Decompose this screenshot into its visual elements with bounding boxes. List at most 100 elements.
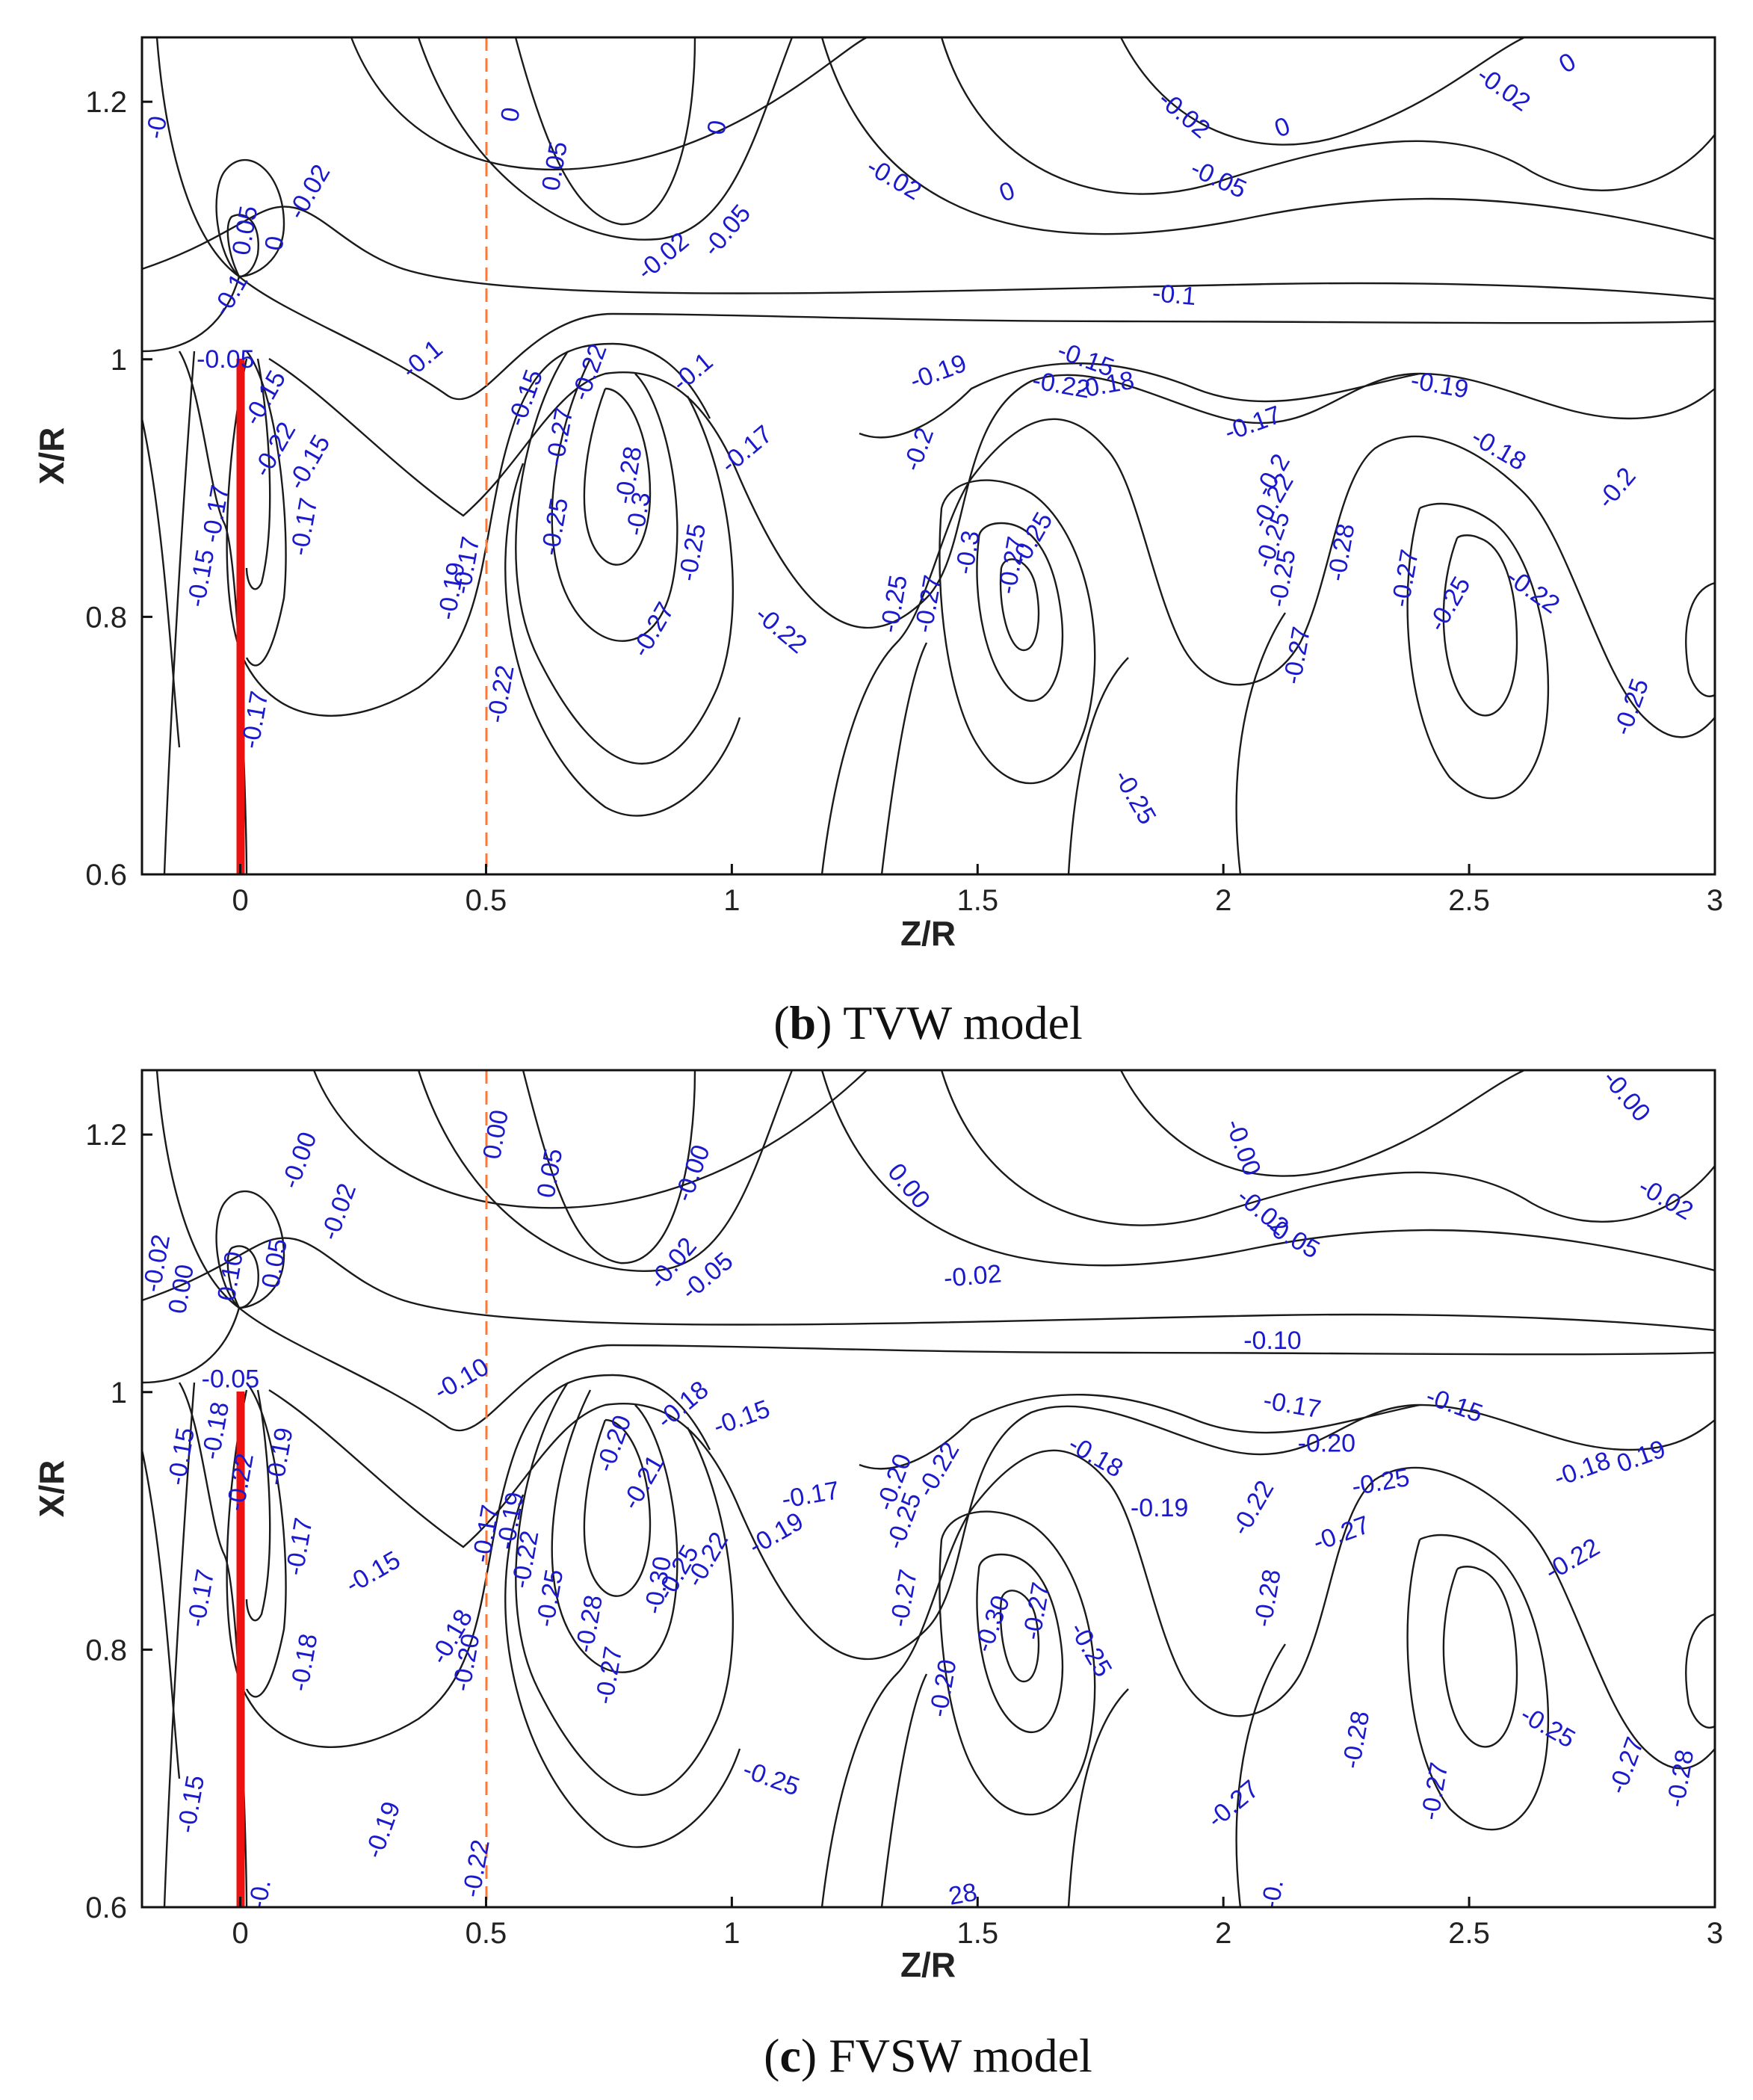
panel-c-frame xyxy=(140,1069,1716,1909)
panel-b-contour-lines xyxy=(140,36,1716,875)
panel-b-x-tick-label: 2 xyxy=(1215,884,1231,917)
panel-b-frame xyxy=(140,36,1716,876)
panel-b-contour-line xyxy=(141,274,1716,401)
panel-c-contour-line xyxy=(141,1237,1716,1332)
panel-b-contour-line xyxy=(163,350,196,875)
panel-c-contour-line xyxy=(859,1394,1420,1470)
panel-c-contour-line xyxy=(178,1382,248,1908)
panel-c-contour-label: -0.10 xyxy=(1243,1327,1302,1355)
panel-b-y-tick-label: 1 xyxy=(111,344,127,377)
panel-b-contour-line xyxy=(155,37,240,277)
panel-c-contour-line xyxy=(1067,1688,1129,1908)
panel-b-caption-text: TVW model xyxy=(832,996,1082,1049)
panel-c-x-tick-label: 0.5 xyxy=(466,1917,507,1950)
panel-b-contour-line xyxy=(515,350,734,765)
panel-b-contour-line xyxy=(939,479,1096,785)
panel-b-x-tick-label: 2.5 xyxy=(1448,884,1490,917)
panel-b-contour-line xyxy=(245,358,271,590)
panel-c-contour-line xyxy=(1119,1069,1525,1177)
panel-b-contour-line xyxy=(940,37,1716,195)
panel-c-contour-line xyxy=(163,1382,196,1908)
panel-c-contour-line xyxy=(226,1374,711,1748)
panel-b-caption-letter: b xyxy=(790,996,817,1049)
panel-b-x-axis-label: Z/R xyxy=(900,914,956,953)
panel-c-contour-label: -0.19 xyxy=(1131,1494,1189,1522)
panel-c-contour-line xyxy=(515,1382,734,1796)
panel-c-contour-line xyxy=(583,1418,652,1597)
panel-c-contour-label: -0.20 xyxy=(1298,1430,1356,1458)
panel-b-contour-line xyxy=(178,350,248,875)
panel-b-contour-line xyxy=(880,642,928,875)
panel-c-contour-label: 28 xyxy=(947,1878,980,1911)
panel-c-contour-label: -0. xyxy=(1256,1877,1289,1912)
panel-c-contour-line xyxy=(417,1069,794,1272)
panel-c-y-tick-label: 0.6 xyxy=(85,1891,127,1924)
panel-b-contour-line xyxy=(504,463,741,817)
panel-c-contour-line xyxy=(940,1069,1716,1226)
panel-c-contour-line xyxy=(226,1245,259,1309)
panel-b-y-tick-label: 0.8 xyxy=(85,601,127,634)
panel-b-x-tick-label: 1.5 xyxy=(956,884,998,917)
panel-c-contour-line xyxy=(245,1382,287,1698)
panel-b-contour-line xyxy=(976,522,1064,702)
panel-c-x-tick-label: 0 xyxy=(232,1917,248,1950)
panel-c-contour-line xyxy=(522,1069,696,1264)
panel-c-contour-line xyxy=(1406,1534,1550,1831)
panel-b-contour-line xyxy=(999,558,1040,652)
panel-b-contour-line xyxy=(820,37,1716,241)
panel-b-contour-line xyxy=(551,358,678,642)
panel-b-contour-line xyxy=(141,206,1716,300)
panel-c-x-axis-label: Z/R xyxy=(900,1945,956,1984)
panel-c-contour-label: -0.02 xyxy=(942,1259,1003,1293)
panel-c-contour-line xyxy=(1235,1643,1286,1908)
panel-c-contour-line xyxy=(999,1590,1040,1683)
panel-b-contour-line xyxy=(245,350,287,667)
panel-b-x-tick-label: 3 xyxy=(1707,884,1723,917)
panel-b-contour-line xyxy=(226,214,259,278)
panel-b-contour-line xyxy=(859,362,1420,439)
panel-c-y-axis-label: X/R xyxy=(32,1460,71,1518)
panel-c-contour-line xyxy=(820,1069,1716,1272)
panel-b-contour-line xyxy=(215,158,285,278)
panel-b-contour-line xyxy=(350,36,868,170)
panel-b-contour-label: -0.1 xyxy=(1151,279,1198,311)
panel-c-contour-label: -0.05 xyxy=(202,1365,260,1394)
panel-b-tvw-contour-plot: -00.050-0.02-0.1-0.05 -0.100.050-0.02 -0.0… xyxy=(32,36,1723,1049)
panel-b-contour-line xyxy=(1685,581,1716,697)
panel-c-contour-line xyxy=(141,1306,1716,1432)
panel-c-contour-line xyxy=(1442,1566,1518,1748)
panel-c-contour-line xyxy=(551,1389,678,1673)
panel-c-x-tick-label: 1 xyxy=(723,1917,740,1950)
panel-c-y-tick-label: 1 xyxy=(111,1377,127,1409)
panel-b-contour-line xyxy=(140,418,181,748)
panel-b-contour-label: -0.05 xyxy=(197,345,255,374)
panel-c-contour-line xyxy=(976,1553,1064,1733)
panel-b-contour-line xyxy=(820,418,1716,875)
panel-b-caption: (b) TVW model xyxy=(773,996,1083,1049)
panel-b-contour-line xyxy=(1067,657,1129,875)
panel-b-contour-line xyxy=(1442,534,1518,717)
panel-b-x-tick-label: 0.5 xyxy=(466,884,507,917)
panel-b-x-tick-label: 0 xyxy=(232,884,248,917)
panel-c-contour-line xyxy=(155,1069,240,1309)
panel-c-y-tick-label: 1.2 xyxy=(85,1119,127,1152)
panel-b-contour-line xyxy=(226,342,711,717)
panel-c-contour-line xyxy=(504,1494,741,1848)
panel-b-y-tick-label: 0.6 xyxy=(85,859,127,892)
panel-c-caption: (c) FVSW model xyxy=(764,2029,1092,2082)
panel-c-contour-line xyxy=(245,1389,271,1622)
panel-b-y-tick-label: 1.2 xyxy=(85,86,127,119)
panel-b-contour-line xyxy=(583,387,652,566)
panel-c-contour-line xyxy=(1685,1613,1716,1729)
panel-c-contour-line xyxy=(140,1449,181,1779)
panel-b-contour-line xyxy=(1406,502,1550,800)
panel-b-contour-line xyxy=(417,37,794,241)
panel-b-contour-line xyxy=(1119,36,1525,146)
panel-c-caption-letter: c xyxy=(779,2029,800,2082)
panel-c-contour-line xyxy=(939,1510,1096,1816)
panel-c-fvsw-contour-plot: -0.00-0.020.10 0.050.00-0.02-0.05 -0.100.0… xyxy=(32,1065,1723,2082)
panel-c-caption-text: FVSW model xyxy=(817,2029,1092,2082)
panel-c-y-tick-label: 0.8 xyxy=(85,1634,127,1667)
panel-b-x-tick-label: 1 xyxy=(723,884,740,917)
panel-b-axis-ticks: 0 0.5 1 1.5 2 2.5 3 0.6 0.8 1 1.2 xyxy=(85,86,1723,917)
